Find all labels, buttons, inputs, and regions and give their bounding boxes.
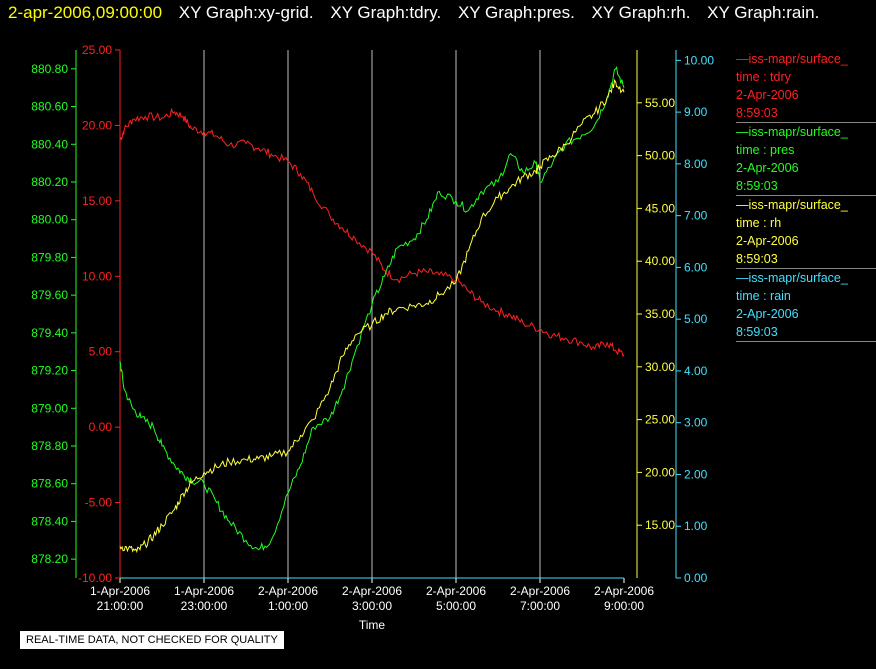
pres-tick-label: 878.80 <box>31 439 68 453</box>
rh-tick-label: 25.00 <box>645 413 675 427</box>
pres-tick-label: 880.80 <box>31 62 68 76</box>
pres-tick-label: 878.60 <box>31 477 68 491</box>
pres-tick-label: 879.20 <box>31 364 68 378</box>
rain-tick-label: 4.00 <box>684 364 708 378</box>
legend-time: 8:59:03 <box>736 325 778 339</box>
legend-field: time : rain <box>736 289 791 303</box>
tdry-tick-label: -10.00 <box>78 571 112 585</box>
tdry-tick-label: 15.00 <box>82 194 112 208</box>
tdry-tick-label: -5.00 <box>85 496 113 510</box>
x-tick-label-time: 5:00:00 <box>436 599 476 613</box>
rain-tick-label: 5.00 <box>684 312 708 326</box>
x-tick-label-date: 2-Apr-2006 <box>342 584 402 598</box>
pres-tick-label: 879.60 <box>31 288 68 302</box>
x-tick-label-time: 1:00:00 <box>268 599 308 613</box>
legend-date: 2-Apr-2006 <box>736 307 799 321</box>
rain-tick-label: 3.00 <box>684 416 708 430</box>
rh-tick-label: 15.00 <box>645 518 675 532</box>
legend-entry-rain[interactable]: —iss-mapr/surface_ time : rain 2-Apr-200… <box>736 269 876 342</box>
graph-title-xy-grid[interactable]: XY Graph:xy-grid. <box>178 3 314 22</box>
x-tick-label-time: 9:00:00 <box>604 599 644 613</box>
pres-tick-label: 880.40 <box>31 137 68 151</box>
tdry-tick-label: 0.00 <box>89 420 113 434</box>
graph-title-rh[interactable]: XY Graph:rh. <box>591 3 691 22</box>
legend-name: —iss-mapr/surface_ <box>736 52 848 66</box>
x-tick-label-time: 23:00:00 <box>181 599 228 613</box>
legend-date: 2-Apr-2006 <box>736 88 799 102</box>
series-line-tdry <box>119 107 625 358</box>
rh-tick-label: 55.00 <box>645 96 675 110</box>
rain-tick-label: 6.00 <box>684 260 708 274</box>
pres-tick-label: 879.80 <box>31 250 68 264</box>
pres-tick-label: 879.00 <box>31 401 68 415</box>
title-bar: 2-apr-2006,09:00:00 XY Graph:xy-grid. XY… <box>8 2 831 26</box>
rain-tick-label: 2.00 <box>684 467 708 481</box>
x-axis-label: Time <box>359 618 386 632</box>
timestamp: 2-apr-2006,09:00:00 <box>8 3 163 22</box>
rh-tick-label: 50.00 <box>645 149 675 163</box>
pres-tick-label: 878.20 <box>31 552 68 566</box>
x-tick-label-date: 2-Apr-2006 <box>594 584 654 598</box>
rh-tick-label: 40.00 <box>645 254 675 268</box>
legend-name: —iss-mapr/surface_ <box>736 198 848 212</box>
series-line-pres <box>119 66 625 552</box>
x-tick-label-date: 2-Apr-2006 <box>510 584 570 598</box>
pres-tick-label: 879.40 <box>31 326 68 340</box>
legend-field: time : pres <box>736 143 795 157</box>
tdry-tick-label: 25.00 <box>82 43 112 57</box>
x-tick-label-date: 2-Apr-2006 <box>258 584 318 598</box>
legend-field: time : tdry <box>736 70 791 84</box>
rain-tick-label: 7.00 <box>684 209 708 223</box>
tdry-tick-label: 10.00 <box>82 269 112 283</box>
tdry-tick-label: 20.00 <box>82 118 112 132</box>
x-tick-label-time: 21:00:00 <box>97 599 144 613</box>
rain-tick-label: 1.00 <box>684 519 708 533</box>
x-tick-label-date: 1-Apr-2006 <box>174 584 234 598</box>
legend-entry-pres[interactable]: —iss-mapr/surface_ time : pres 2-Apr-200… <box>736 123 876 196</box>
legend-date: 2-Apr-2006 <box>736 234 799 248</box>
rain-tick-label: 10.00 <box>684 53 714 67</box>
rh-tick-label: 30.00 <box>645 360 675 374</box>
series-line-rh <box>119 78 625 554</box>
legend: —iss-mapr/surface_ time : tdry 2-Apr-200… <box>736 50 876 342</box>
x-tick-label-date: 2-Apr-2006 <box>426 584 486 598</box>
graph-title-rain[interactable]: XY Graph:rain. <box>707 3 820 22</box>
tdry-tick-label: 5.00 <box>89 345 113 359</box>
legend-time: 8:59:03 <box>736 179 778 193</box>
pres-tick-label: 880.20 <box>31 175 68 189</box>
rain-tick-label: 8.00 <box>684 157 708 171</box>
legend-time: 8:59:03 <box>736 106 778 120</box>
x-tick-label-time: 3:00:00 <box>352 599 392 613</box>
x-tick-label-time: 7:00:00 <box>520 599 560 613</box>
rain-tick-label: 0.00 <box>684 571 708 585</box>
rh-tick-label: 45.00 <box>645 201 675 215</box>
legend-date: 2-Apr-2006 <box>736 161 799 175</box>
graph-title-tdry[interactable]: XY Graph:tdry. <box>330 3 442 22</box>
pres-tick-label: 880.60 <box>31 100 68 114</box>
rain-tick-label: 9.00 <box>684 105 708 119</box>
pres-tick-label: 878.40 <box>31 514 68 528</box>
legend-field: time : rh <box>736 216 782 230</box>
rh-tick-label: 20.00 <box>645 465 675 479</box>
legend-name: —iss-mapr/surface_ <box>736 271 848 285</box>
pres-tick-label: 880.00 <box>31 213 68 227</box>
legend-time: 8:59:03 <box>736 252 778 266</box>
legend-name: —iss-mapr/surface_ <box>736 125 848 139</box>
rh-tick-label: 35.00 <box>645 307 675 321</box>
x-tick-label-date: 1-Apr-2006 <box>90 584 150 598</box>
legend-entry-rh[interactable]: —iss-mapr/surface_ time : rh 2-Apr-2006 … <box>736 196 876 269</box>
legend-entry-tdry[interactable]: —iss-mapr/surface_ time : tdry 2-Apr-200… <box>736 50 876 123</box>
graph-title-pres[interactable]: XY Graph:pres. <box>457 3 575 22</box>
quality-note: REAL-TIME DATA, NOT CHECKED FOR QUALITY <box>20 631 284 649</box>
